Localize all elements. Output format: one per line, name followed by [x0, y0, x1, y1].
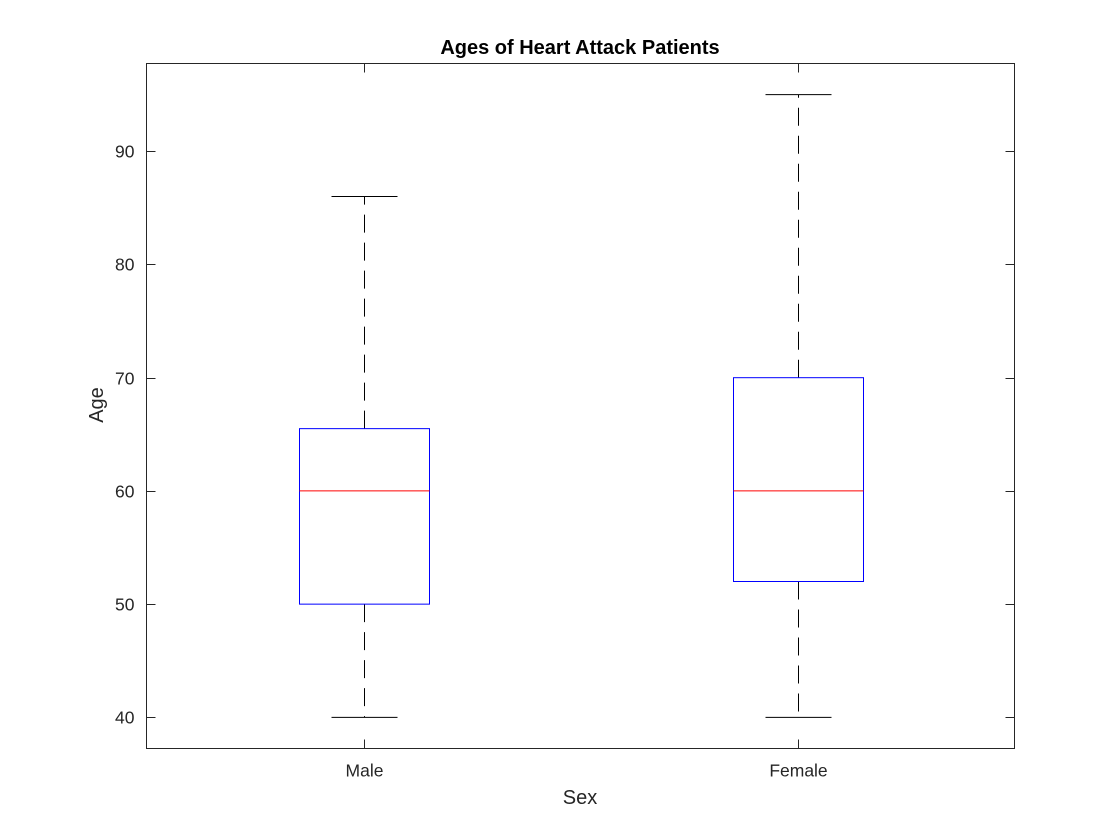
y-tick-label: 40: [115, 708, 135, 728]
plot-area: [146, 63, 1015, 749]
interquartile-box: [733, 377, 864, 582]
x-tick-label: Male: [346, 761, 384, 781]
box-female: [733, 94, 864, 718]
y-tick-label: 90: [115, 142, 135, 162]
x-axis: Male Female: [346, 63, 828, 781]
y-axis-label: Age: [86, 387, 108, 423]
box-male: [299, 196, 430, 718]
x-axis-label: Sex: [563, 787, 597, 809]
chart-title: Ages of Heart Attack Patients: [440, 37, 719, 59]
interquartile-box: [299, 428, 430, 605]
x-tick-label: Female: [769, 761, 827, 781]
y-tick-label: 80: [115, 255, 135, 275]
box-series: [299, 94, 864, 718]
y-tick-label: 60: [115, 482, 135, 502]
y-axis: 40 50 60 70 80 90: [115, 142, 1015, 728]
y-tick-label: 70: [115, 369, 135, 389]
y-tick-label: 50: [115, 595, 135, 615]
